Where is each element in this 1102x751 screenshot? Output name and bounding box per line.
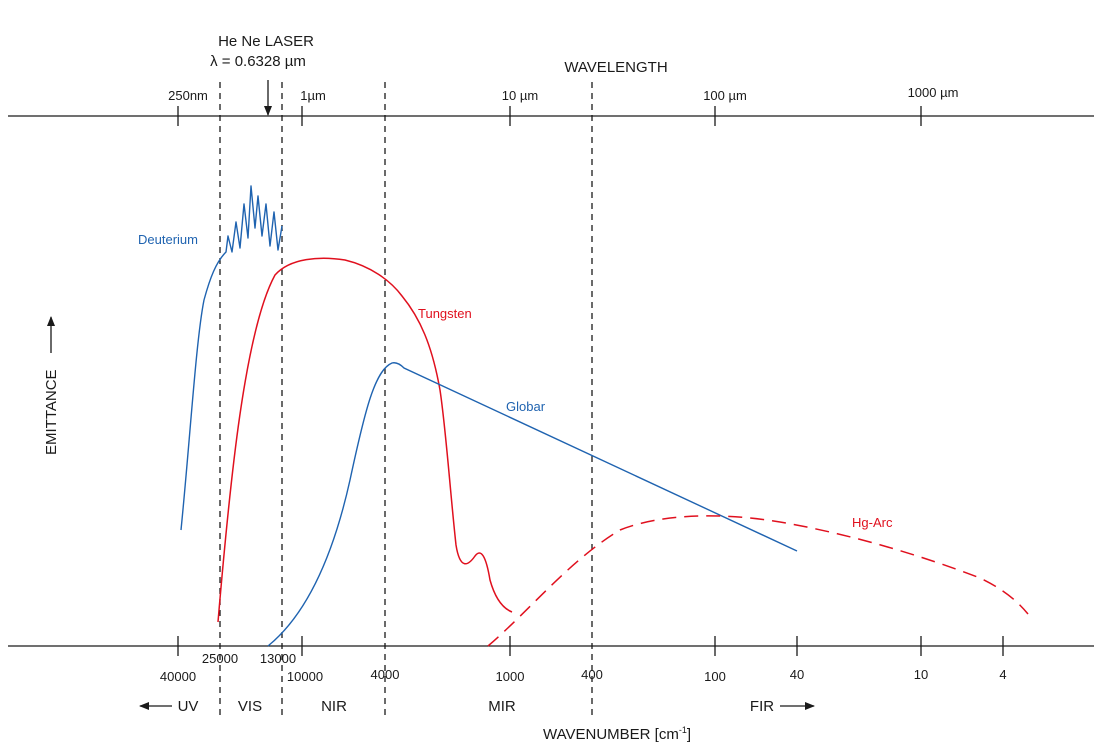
- wavenumber-title-main: WAVENUMBER [cm: [543, 726, 679, 743]
- wavenumber-title-end: ]: [687, 726, 691, 743]
- series-label-hg-arc: Hg-Arc: [852, 515, 893, 530]
- y-axis-title: EMITTANCE: [43, 369, 60, 455]
- globar-curve: [267, 362, 798, 647]
- wl-tick-label-1000um: 1000 µm: [908, 85, 959, 100]
- wavenumber-ticks: [177, 636, 1004, 656]
- wl-tick-label-250nm: 250nm: [168, 88, 208, 103]
- region-label-vis: VIS: [238, 698, 262, 715]
- series-label-tungsten: Tungsten: [418, 306, 472, 321]
- wn-tick-label-10: 10: [914, 667, 928, 682]
- wavelength-ticks: [177, 106, 922, 126]
- laser-name-label: He Ne LASER: [218, 33, 314, 50]
- wn-tick-label-400: 400: [581, 667, 603, 682]
- region-label-mir: MIR: [488, 698, 516, 715]
- series-label-globar: Globar: [506, 399, 546, 414]
- hg-arc-curve: [487, 515, 1029, 647]
- series-label-deuterium: Deuterium: [138, 232, 198, 247]
- wl-tick-label-100um: 100 µm: [703, 88, 747, 103]
- wn-tick-label-4: 4: [999, 667, 1006, 682]
- tungsten-curve: [217, 257, 513, 623]
- deuterium-curve: [180, 185, 283, 531]
- wn-tick-label-13000: 13000: [260, 651, 296, 666]
- region-label-nir: NIR: [321, 698, 347, 715]
- region-label-fir: FIR: [750, 698, 774, 715]
- region-boundaries: [219, 82, 593, 720]
- wavenumber-title-sup: -1: [679, 725, 687, 735]
- y-axis-title-group: EMITTANCE: [43, 316, 60, 455]
- laser-wavelength-label: λ = 0.6328 µm: [210, 53, 306, 70]
- wn-tick-label-100: 100: [704, 669, 726, 684]
- wn-tick-label-40: 40: [790, 667, 804, 682]
- wn-tick-label-1000: 1000: [496, 669, 525, 684]
- wn-tick-label-4000: 4000: [371, 667, 400, 682]
- wavelength-axis-title: WAVELENGTH: [564, 59, 667, 76]
- wl-tick-label-1um: 1µm: [300, 88, 326, 103]
- wavenumber-axis-title: WAVENUMBER [cm-1]: [543, 725, 691, 743]
- wl-tick-label-10um: 10 µm: [502, 88, 538, 103]
- wn-tick-label-10000: 10000: [287, 669, 323, 684]
- region-label-uv: UV: [178, 698, 199, 715]
- wn-tick-label-40000: 40000: [160, 669, 196, 684]
